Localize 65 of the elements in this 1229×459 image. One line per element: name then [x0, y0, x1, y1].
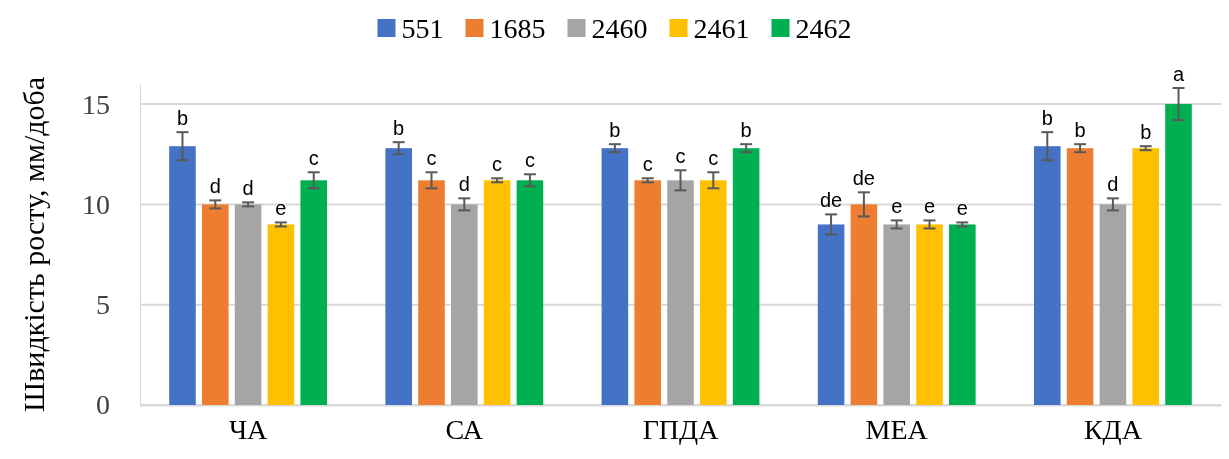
data-label: e	[956, 197, 968, 220]
bar	[234, 204, 262, 405]
bar	[300, 180, 328, 405]
data-label: b	[393, 117, 405, 140]
data-label: de	[852, 167, 876, 190]
data-label: e	[275, 197, 287, 220]
bar	[732, 148, 760, 405]
data-label: c	[308, 147, 319, 170]
x-tick-label: КДА	[1083, 413, 1143, 445]
bar	[418, 180, 445, 405]
data-label: c	[492, 153, 503, 176]
data-label: c	[642, 153, 653, 176]
x-tick-label: МЕА	[865, 413, 929, 445]
data-label: c	[426, 147, 437, 170]
data-label: b	[176, 107, 189, 130]
bar	[700, 180, 727, 405]
bar	[1132, 148, 1159, 405]
data-label: d	[209, 175, 221, 198]
data-label: d	[242, 177, 254, 200]
bar	[667, 180, 694, 405]
data-label: e	[923, 195, 936, 218]
bar	[267, 224, 295, 405]
data-label: d	[458, 173, 470, 196]
bar	[601, 148, 629, 405]
y-tick-label: 0	[96, 389, 110, 421]
data-label: b	[1074, 119, 1086, 142]
bar	[883, 224, 910, 405]
y-axis-title: Швидкість росту, мм/доба	[17, 76, 50, 413]
legend-label: 2462	[795, 13, 852, 44]
data-label: b	[1140, 121, 1152, 144]
bar	[385, 148, 412, 405]
data-label: d	[1107, 173, 1119, 196]
bar	[850, 204, 878, 405]
bar	[202, 204, 229, 405]
bar	[817, 224, 845, 405]
bar	[169, 146, 196, 405]
data-label: b	[740, 119, 752, 142]
bar	[516, 180, 544, 405]
legend-label: 2461	[693, 13, 750, 44]
data-label: e	[891, 195, 903, 218]
legend-label: 551	[401, 13, 444, 44]
data-label: b	[1041, 107, 1053, 130]
bar	[483, 180, 511, 405]
x-tick-label: СА	[445, 413, 484, 445]
bar	[949, 224, 976, 405]
legend-label: 2460	[591, 13, 648, 44]
x-tick-label: ГПДА	[642, 413, 720, 445]
data-label: c	[675, 145, 686, 168]
bar	[451, 204, 478, 405]
y-tick-label: 10	[82, 188, 110, 220]
y-tick-label: 15	[82, 88, 110, 120]
data-label: c	[708, 147, 719, 170]
bar	[916, 224, 943, 405]
bar	[1165, 104, 1192, 405]
bar	[634, 180, 661, 405]
x-tick-label: ЧА	[228, 413, 269, 445]
bar	[1033, 146, 1061, 405]
data-label: b	[609, 119, 621, 142]
bar	[1099, 204, 1127, 405]
legend-label: 1685	[489, 13, 546, 44]
bar	[1066, 148, 1094, 405]
data-label: a	[1172, 63, 1185, 86]
data-label: c	[524, 149, 535, 172]
data-label: de	[819, 189, 843, 212]
y-tick-label: 5	[96, 289, 110, 321]
